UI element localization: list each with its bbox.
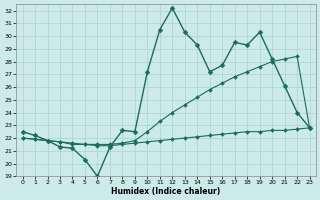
- X-axis label: Humidex (Indice chaleur): Humidex (Indice chaleur): [111, 187, 221, 196]
